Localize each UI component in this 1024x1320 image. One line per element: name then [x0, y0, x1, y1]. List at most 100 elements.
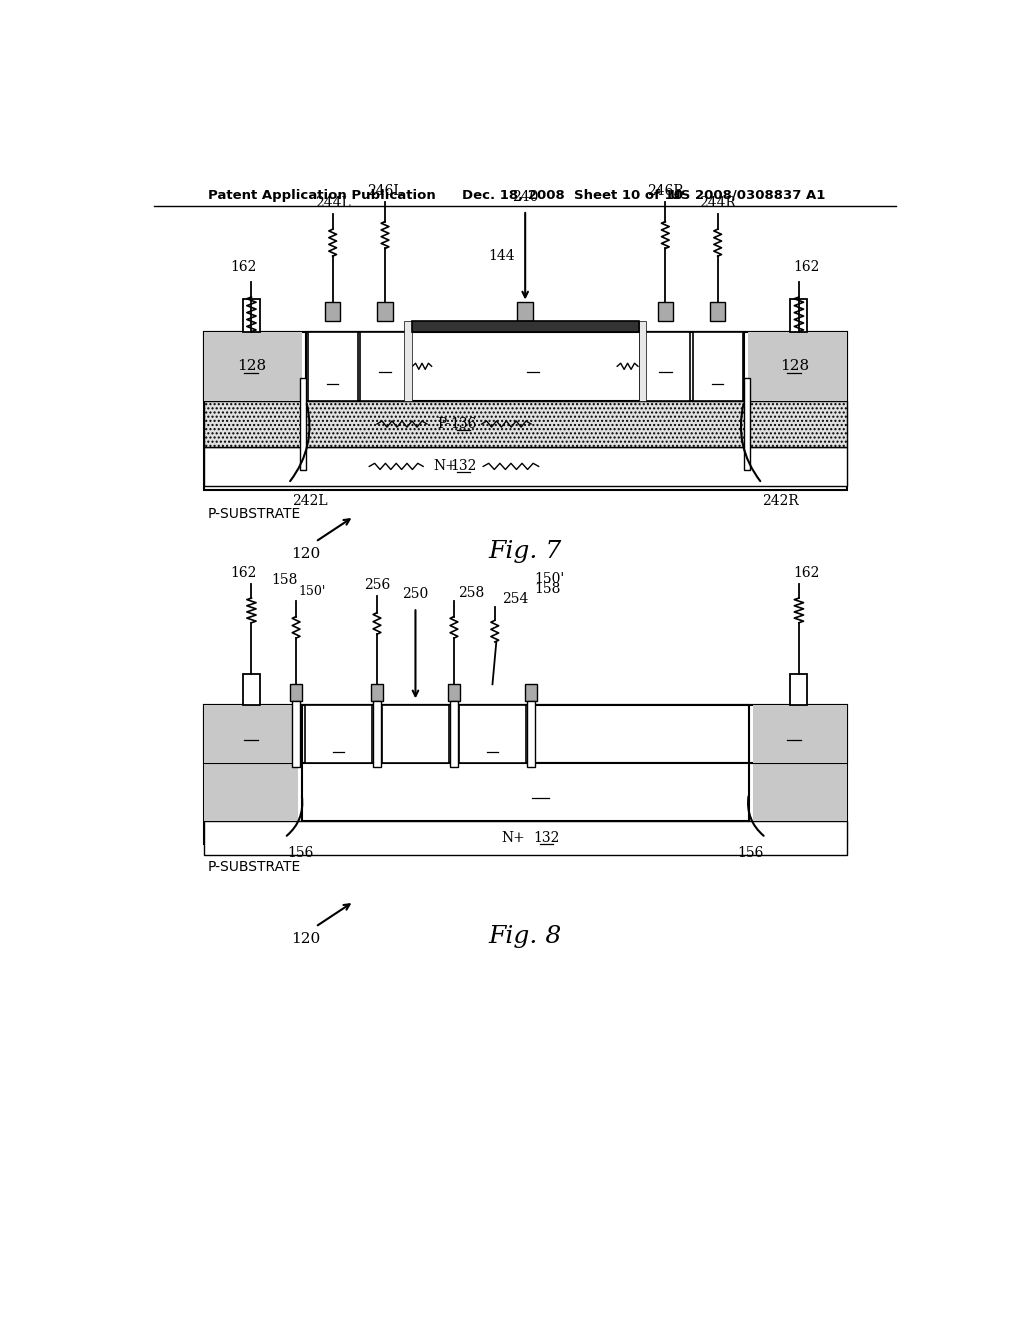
- Text: P+: P+: [482, 722, 503, 737]
- Bar: [524, 684, 538, 701]
- Bar: [527, 701, 535, 767]
- Text: 128: 128: [779, 359, 809, 374]
- Bar: [710, 302, 725, 321]
- Text: 162: 162: [794, 566, 820, 581]
- Bar: [290, 684, 302, 701]
- Bar: [301, 763, 749, 821]
- Bar: [373, 701, 381, 767]
- Bar: [306, 331, 744, 401]
- Bar: [640, 331, 690, 401]
- Bar: [204, 447, 847, 486]
- Bar: [360, 331, 410, 401]
- Text: 152': 152': [319, 351, 346, 364]
- Bar: [744, 378, 751, 470]
- Text: 244L: 244L: [314, 195, 350, 210]
- Bar: [791, 675, 807, 705]
- Text: 132: 132: [450, 459, 476, 474]
- Bar: [204, 705, 298, 821]
- Text: Dec. 18, 2008  Sheet 10 of 10: Dec. 18, 2008 Sheet 10 of 10: [462, 189, 683, 202]
- Bar: [459, 705, 526, 763]
- Text: N+: N+: [501, 830, 524, 845]
- Text: 252: 252: [480, 741, 504, 754]
- Text: 246L: 246L: [368, 185, 402, 198]
- Bar: [692, 331, 742, 401]
- Bar: [204, 331, 847, 490]
- Text: 256: 256: [364, 578, 390, 591]
- Text: 244R: 244R: [699, 195, 736, 210]
- Bar: [382, 705, 450, 763]
- Text: Fig. 8: Fig. 8: [488, 924, 561, 948]
- Bar: [447, 684, 460, 701]
- Text: 246R: 246R: [647, 185, 684, 198]
- Bar: [204, 331, 302, 401]
- Text: 240: 240: [512, 190, 539, 203]
- Text: 120: 120: [292, 548, 321, 561]
- Text: P-SUBSTRATE: P-SUBSTRATE: [208, 859, 301, 874]
- Text: 144: 144: [488, 249, 515, 263]
- Text: 128: 128: [237, 359, 266, 374]
- Text: Patent Application Publication: Patent Application Publication: [208, 189, 435, 202]
- Text: 162: 162: [230, 260, 257, 275]
- Text: 150': 150': [535, 572, 565, 586]
- Text: N-: N-: [495, 359, 511, 374]
- Bar: [325, 302, 340, 321]
- Text: 190: 190: [321, 372, 345, 385]
- Text: P-SUBSTRATE: P-SUBSTRATE: [208, 507, 301, 521]
- Bar: [753, 705, 847, 821]
- Text: 162: 162: [794, 260, 820, 275]
- Bar: [403, 321, 412, 401]
- Bar: [371, 684, 383, 701]
- Text: 156: 156: [287, 846, 313, 859]
- Bar: [639, 321, 646, 401]
- Bar: [204, 705, 298, 763]
- Text: 120: 120: [292, 932, 321, 946]
- Text: 150: 150: [372, 359, 398, 374]
- Bar: [204, 331, 847, 401]
- Text: 250: 250: [402, 587, 429, 601]
- Text: 132: 132: [534, 830, 559, 845]
- Bar: [307, 331, 357, 401]
- Bar: [243, 300, 260, 331]
- Bar: [292, 701, 300, 767]
- Bar: [204, 705, 847, 763]
- Text: 128: 128: [237, 727, 266, 741]
- Bar: [517, 302, 532, 321]
- Text: 162: 162: [230, 566, 257, 581]
- Text: 142: 142: [519, 359, 546, 374]
- Text: 254: 254: [502, 591, 528, 606]
- Text: 156: 156: [737, 846, 764, 859]
- Text: P-: P-: [437, 417, 451, 432]
- Bar: [300, 378, 306, 470]
- Text: 150': 150': [298, 585, 326, 598]
- Text: P+: P+: [328, 722, 349, 737]
- Text: 158: 158: [535, 582, 561, 595]
- Text: 158: 158: [271, 573, 298, 587]
- Bar: [204, 821, 847, 855]
- Bar: [791, 300, 807, 331]
- Text: 128: 128: [779, 727, 809, 741]
- Text: N+: N+: [433, 459, 457, 474]
- Bar: [204, 401, 847, 447]
- Bar: [753, 705, 847, 763]
- Bar: [243, 675, 260, 705]
- Text: 190: 190: [706, 372, 730, 385]
- Text: 152': 152': [705, 351, 731, 364]
- Bar: [451, 701, 458, 767]
- Text: N+: N+: [403, 722, 427, 737]
- Text: 242L: 242L: [292, 494, 328, 508]
- Text: Fig. 7: Fig. 7: [488, 540, 561, 562]
- Text: US 2008/0308837 A1: US 2008/0308837 A1: [670, 189, 825, 202]
- Text: 242R: 242R: [762, 494, 799, 508]
- Bar: [749, 331, 847, 401]
- Bar: [204, 705, 847, 843]
- Bar: [301, 705, 749, 763]
- Text: 136: 136: [450, 417, 476, 432]
- Bar: [657, 302, 673, 321]
- Bar: [378, 302, 393, 321]
- Text: 150: 150: [652, 359, 679, 374]
- Text: 142": 142": [524, 784, 557, 799]
- Text: N-: N-: [505, 784, 521, 799]
- Bar: [412, 321, 639, 331]
- Text: 258: 258: [458, 586, 484, 599]
- Bar: [304, 705, 373, 763]
